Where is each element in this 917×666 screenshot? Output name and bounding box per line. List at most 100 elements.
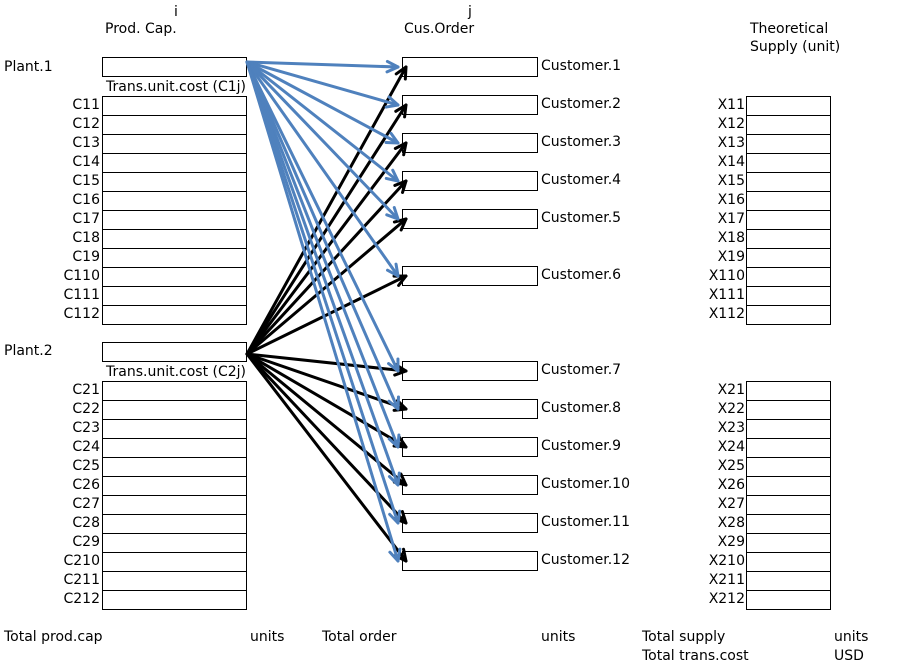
cost-label: C22 bbox=[72, 401, 100, 417]
cost-label: C29 bbox=[72, 534, 100, 550]
plant-1-arrow bbox=[245, 60, 400, 411]
cost-label: C27 bbox=[72, 496, 100, 512]
customer-label: Customer.1 bbox=[541, 58, 622, 74]
cost-label: C21 bbox=[72, 382, 100, 398]
supply-unit-header: Supply (unit) bbox=[750, 39, 841, 55]
customer-label: Customer.8 bbox=[541, 400, 622, 416]
supply-label: X110 bbox=[708, 268, 745, 284]
cost-label: C111 bbox=[63, 287, 101, 303]
cost-label: C12 bbox=[72, 116, 100, 132]
supply-label: X28 bbox=[717, 515, 745, 531]
supply-label: X12 bbox=[717, 116, 745, 132]
total-prod-cap-label: Total prod.cap bbox=[4, 629, 103, 645]
plant-1-arrow bbox=[245, 60, 401, 487]
cost-label: C24 bbox=[72, 439, 100, 455]
supply-label: X11 bbox=[717, 97, 745, 113]
cost-label: C110 bbox=[63, 268, 101, 284]
cost-label: C17 bbox=[72, 211, 100, 227]
total-order-units: units bbox=[541, 629, 576, 645]
cost-label: C26 bbox=[72, 477, 100, 493]
supply-label: X18 bbox=[717, 230, 745, 246]
plant-1-arrow bbox=[245, 60, 400, 221]
cost-label: C13 bbox=[72, 135, 100, 151]
cost-label: C112 bbox=[63, 306, 101, 322]
plant-1-arrow bbox=[245, 60, 401, 449]
plant-1-trans-cost-label: Trans.unit.cost (C1j) bbox=[106, 79, 247, 95]
total-supply-units: units bbox=[834, 629, 869, 645]
cost-label: C19 bbox=[72, 249, 100, 265]
total-order-label: Total order bbox=[322, 629, 397, 645]
customer-order-input[interactable] bbox=[402, 57, 538, 77]
i-index-label: i bbox=[174, 4, 178, 20]
cost-label: C211 bbox=[63, 572, 101, 588]
supply-label: X13 bbox=[717, 135, 745, 151]
supply-label: X212 bbox=[708, 591, 745, 607]
supply-label: X22 bbox=[717, 401, 745, 417]
supply-label: X23 bbox=[717, 420, 745, 436]
supply-label: X27 bbox=[717, 496, 745, 512]
cost-input[interactable] bbox=[102, 590, 247, 610]
customer-label: Customer.2 bbox=[541, 96, 622, 112]
cost-label: C14 bbox=[72, 154, 100, 170]
cost-label: C212 bbox=[63, 591, 101, 607]
supply-label: X15 bbox=[717, 173, 745, 189]
plant-1-arrow bbox=[245, 60, 400, 109]
cost-label: C16 bbox=[72, 192, 100, 208]
supply-label: X211 bbox=[708, 572, 745, 588]
plant-1-label: Plant.1 bbox=[4, 59, 53, 75]
theoretical-header: Theoretical bbox=[750, 21, 829, 37]
supply-label: X26 bbox=[717, 477, 745, 493]
plant-1-arrow bbox=[245, 60, 400, 278]
supply-label: X25 bbox=[717, 458, 745, 474]
customer-label: Customer.4 bbox=[541, 172, 622, 188]
plant-2-label: Plant.2 bbox=[4, 343, 53, 359]
cost-label: C15 bbox=[72, 173, 100, 189]
plant-1-arrow bbox=[245, 60, 402, 563]
customer-label: Customer.5 bbox=[541, 210, 622, 226]
supply-label: X16 bbox=[717, 192, 745, 208]
cost-label: C28 bbox=[72, 515, 100, 531]
j-index-label: j bbox=[468, 4, 472, 20]
total-trans-cost-label: Total trans.cost bbox=[642, 648, 749, 664]
plant-2-arrow bbox=[245, 352, 408, 563]
supply-label: X112 bbox=[708, 306, 745, 322]
supply-label: X19 bbox=[717, 249, 745, 265]
supply-label: X21 bbox=[717, 382, 745, 398]
total-prod-cap-units: units bbox=[250, 629, 285, 645]
total-supply-label: Total supply bbox=[642, 629, 726, 645]
cost-label: C18 bbox=[72, 230, 100, 246]
supply-input[interactable] bbox=[746, 305, 831, 325]
plant-1-arrow bbox=[245, 59, 400, 74]
customer-label: Customer.7 bbox=[541, 362, 622, 378]
cost-label: C11 bbox=[72, 97, 100, 113]
customer-label: Customer.3 bbox=[541, 134, 622, 150]
supply-label: X24 bbox=[717, 439, 745, 455]
plant-2-arrow bbox=[245, 103, 408, 356]
plant-2-arrow bbox=[245, 141, 408, 356]
cost-input[interactable] bbox=[102, 305, 247, 325]
plant-1-arrow bbox=[245, 60, 400, 145]
cost-label: C25 bbox=[72, 458, 100, 474]
customer-label: Customer.10 bbox=[541, 476, 630, 492]
supply-label: X17 bbox=[717, 211, 745, 227]
supply-label: X14 bbox=[717, 154, 745, 170]
customer-order-input[interactable] bbox=[402, 95, 538, 115]
supply-label: X210 bbox=[708, 553, 745, 569]
cost-label: C23 bbox=[72, 420, 100, 436]
total-trans-cost-currency: USD bbox=[834, 648, 864, 664]
customer-label: Customer.6 bbox=[541, 267, 622, 283]
supply-label: X111 bbox=[708, 287, 745, 303]
supply-label: X29 bbox=[717, 534, 745, 550]
customer-label: Customer.12 bbox=[541, 552, 630, 568]
supply-input[interactable] bbox=[746, 590, 831, 610]
plant-1-arrow bbox=[245, 60, 400, 373]
prod-cap-header: Prod. Cap. bbox=[105, 21, 177, 37]
plant-1-prod-cap-input[interactable] bbox=[102, 57, 247, 77]
customer-order-input[interactable] bbox=[402, 133, 538, 153]
plant-1-arrow bbox=[245, 60, 400, 183]
cost-label: C210 bbox=[63, 553, 101, 569]
customer-label: Customer.9 bbox=[541, 438, 622, 454]
customer-order-input[interactable] bbox=[402, 551, 538, 571]
plant-2-trans-cost-label: Trans.unit.cost (C2j) bbox=[106, 364, 247, 380]
